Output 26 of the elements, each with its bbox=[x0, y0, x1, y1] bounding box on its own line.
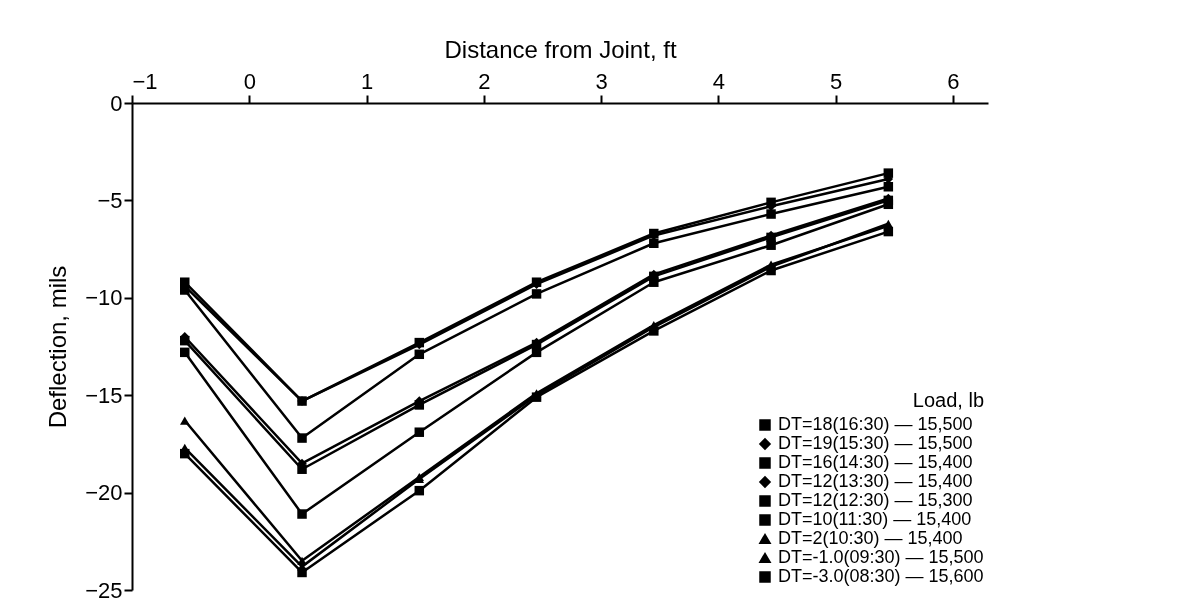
x-tick-label: −1 bbox=[132, 68, 158, 94]
x-tick-label: 1 bbox=[360, 68, 374, 94]
legend-label: DT=10(11:30) — 15,400 bbox=[778, 509, 972, 529]
x-tick-label: 0 bbox=[243, 68, 256, 94]
y-tick-label: −10 bbox=[85, 285, 123, 311]
y-tick-label: −5 bbox=[97, 187, 123, 213]
y-tick-label: −25 bbox=[85, 577, 123, 603]
x-tick-label: 5 bbox=[829, 68, 843, 94]
x-tick-label: 6 bbox=[947, 68, 960, 94]
legend-label: DT=18(16:30) — 15,500 bbox=[778, 414, 973, 434]
legend-label: DT=-1.0(09:30) — 15,500 bbox=[778, 547, 984, 567]
legend-label: DT=19(15:30) — 15,500 bbox=[778, 433, 973, 453]
legend-label: DT=2(10:30) — 15,400 bbox=[778, 528, 963, 548]
y-tick-label: 0 bbox=[110, 90, 123, 116]
x-tick-label: 3 bbox=[595, 68, 608, 94]
legend-title: Load, lb bbox=[912, 389, 984, 411]
legend-label: DT=-3.0(08:30) — 15,600 bbox=[778, 566, 984, 586]
legend-label: DT=12(12:30) — 15,300 bbox=[778, 490, 973, 510]
y-axis-title: Deflection, mils bbox=[44, 265, 72, 429]
y-tick-label: −20 bbox=[85, 480, 123, 506]
x-axis-title: Distance from Joint, ft bbox=[444, 35, 677, 63]
legend-label: DT=16(14:30) — 15,400 bbox=[778, 452, 973, 472]
y-tick-label: −15 bbox=[85, 382, 123, 408]
x-tick-label: 4 bbox=[712, 68, 725, 94]
legend-label: DT=12(13:30) — 15,400 bbox=[778, 471, 973, 491]
x-tick-label: 2 bbox=[478, 68, 491, 94]
